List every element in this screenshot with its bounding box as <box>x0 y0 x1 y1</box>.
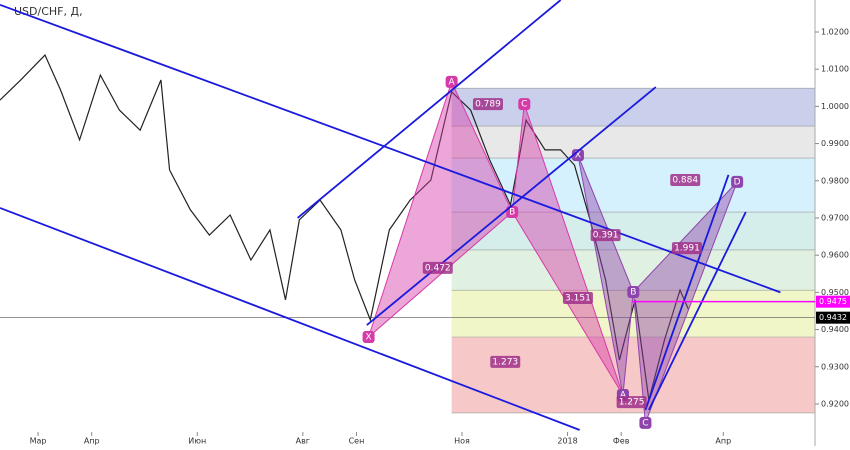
trendline <box>366 86 657 326</box>
trendline <box>644 174 730 411</box>
pattern-point-label: C <box>521 100 527 110</box>
pattern-point <box>731 175 744 188</box>
price-axis <box>815 0 850 446</box>
price-line <box>0 53 690 401</box>
ratio-label: 0.472 <box>425 263 451 273</box>
pattern-wing <box>577 154 634 396</box>
price-label-box <box>816 311 850 324</box>
price-label: 0.9475 <box>819 297 847 306</box>
ratio-label: 0.884 <box>672 176 698 186</box>
x-tick-label: Сен <box>349 437 365 446</box>
pattern-point-label: X <box>365 333 371 343</box>
ratio-label: 0.391 <box>593 231 619 241</box>
x-tick-label: Авг <box>296 437 310 446</box>
x-tick-label: Апр <box>84 437 100 446</box>
y-tick-label: 0.9800 <box>821 176 849 185</box>
price-label: 0.9432 <box>819 313 847 322</box>
pattern-point-label: C <box>642 418 648 428</box>
pattern-point <box>639 416 652 429</box>
pattern-point-label: A <box>620 391 627 401</box>
ratio-box <box>671 242 702 255</box>
y-tick-label: 0.9900 <box>821 139 849 148</box>
ratio-box <box>422 261 453 274</box>
ratio-box <box>590 229 621 242</box>
ratio-box <box>616 396 647 409</box>
x-tick-label: 2018 <box>557 437 577 446</box>
x-tick-label: Ноя <box>454 437 470 446</box>
y-tick-label: 1.0000 <box>821 102 849 111</box>
pattern-point <box>506 206 519 219</box>
ratio-label: 3.151 <box>565 293 591 303</box>
x-tick-label: Мар <box>30 437 47 446</box>
y-tick-label: 0.9300 <box>821 362 849 371</box>
y-tick-label: 0.9400 <box>821 325 849 334</box>
x-tick-label: Июн <box>188 437 206 446</box>
pattern-point-label: B <box>630 288 636 298</box>
pattern-point <box>362 331 375 344</box>
fib-band <box>451 212 815 250</box>
trendline <box>648 211 747 411</box>
pattern-point-label: D <box>734 177 741 187</box>
pattern-wing <box>367 80 513 339</box>
y-tick-label: 1.0100 <box>821 65 849 74</box>
fib-band <box>451 88 815 127</box>
ratio-label: 1.273 <box>492 357 518 367</box>
y-tick-label: 0.9200 <box>821 399 849 408</box>
y-tick-label: 0.9500 <box>821 288 849 297</box>
y-tick-label: 0.9700 <box>821 213 849 222</box>
pattern-point <box>571 149 584 162</box>
pattern-point <box>518 98 531 111</box>
y-tick-label: 0.9600 <box>821 251 849 260</box>
x-tick-label: Апр <box>715 437 731 446</box>
y-tick-label: 1.0200 <box>821 27 849 36</box>
fib-band <box>451 158 815 213</box>
pattern-point-label: X <box>575 151 581 161</box>
ratio-box <box>472 98 503 111</box>
ratio-box <box>670 174 701 187</box>
pattern-point <box>445 75 458 88</box>
trendline <box>0 207 580 431</box>
ratio-label: 0.789 <box>475 100 501 110</box>
fib-band <box>451 126 815 159</box>
ratio-label: 1.991 <box>674 244 700 254</box>
ratio-box <box>490 355 521 368</box>
pattern-point-label: B <box>509 208 515 218</box>
pattern-point-label: A <box>449 77 456 87</box>
price-label-box <box>816 295 850 308</box>
ratio-label: 1.275 <box>619 398 645 408</box>
ratio-box <box>562 291 593 304</box>
trendline <box>297 0 562 219</box>
chart-title: USD/CHF, Д, <box>14 5 83 18</box>
x-tick-label: Фев <box>613 437 630 446</box>
trendline <box>0 3 781 294</box>
pattern-point <box>627 286 640 299</box>
